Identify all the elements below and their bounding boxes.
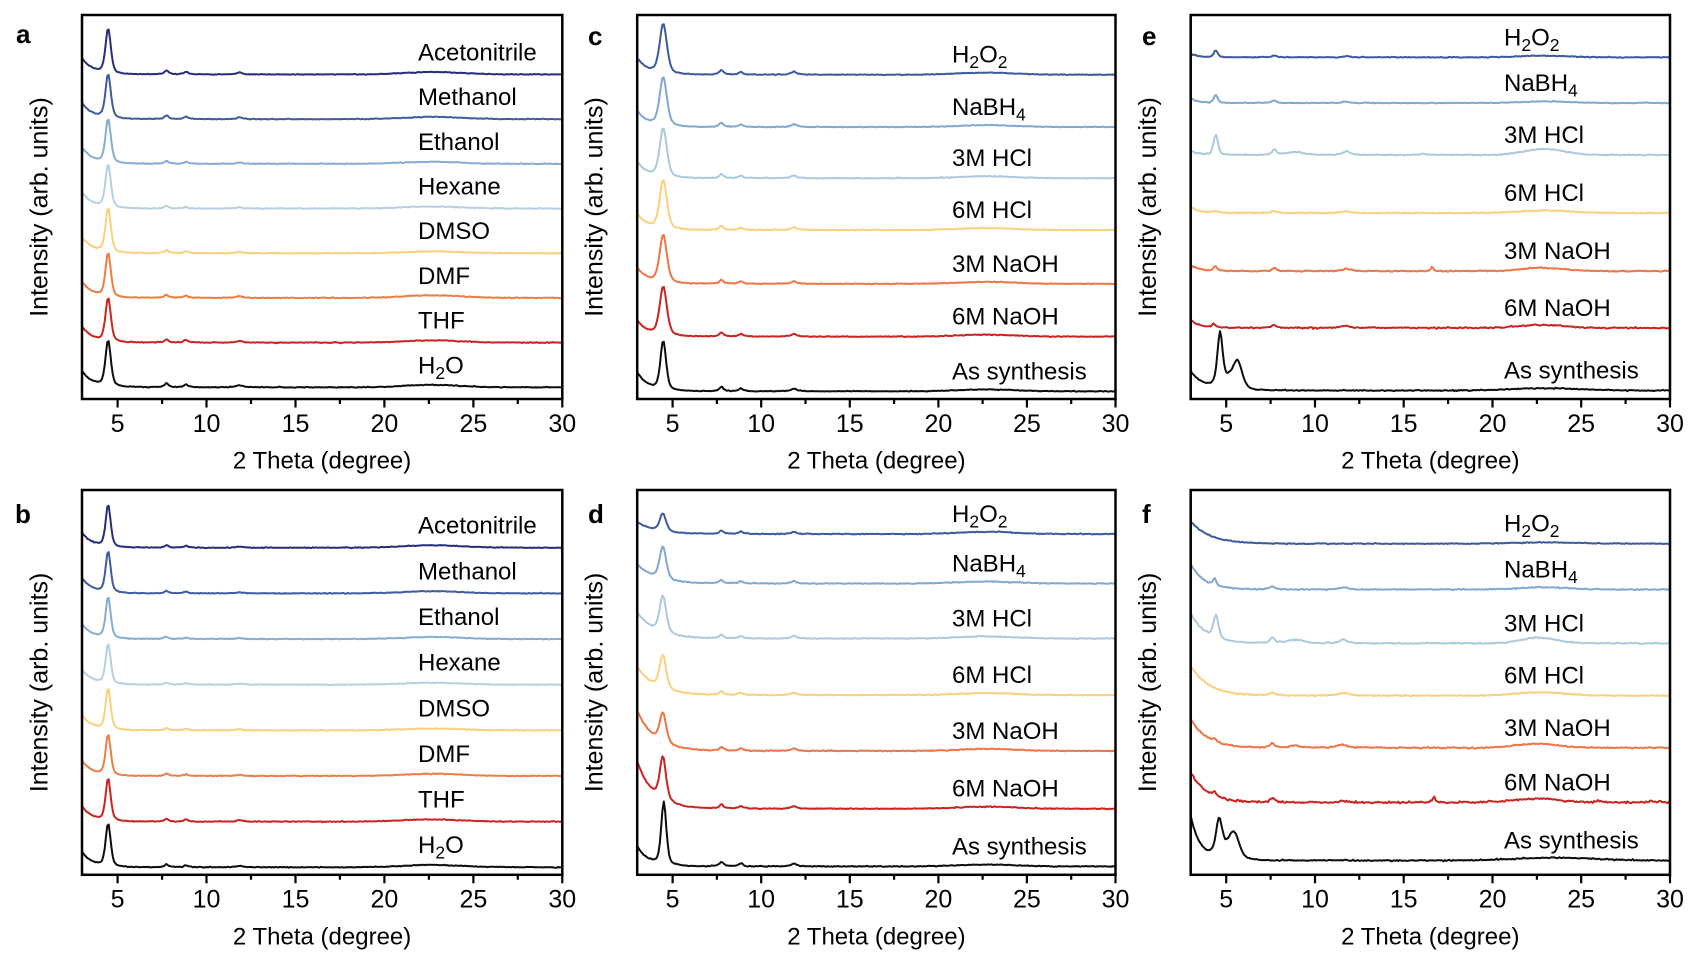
svg-text:NaBH4​: NaBH4​ <box>952 551 1026 582</box>
svg-text:As synthesis: As synthesis <box>952 358 1087 385</box>
svg-text:3M HCl: 3M HCl <box>952 145 1032 172</box>
svg-text:DMSO: DMSO <box>418 695 490 722</box>
svg-text:2 Theta (degree): 2 Theta (degree) <box>1341 923 1519 950</box>
svg-text:THF: THF <box>418 308 465 335</box>
svg-text:25: 25 <box>1567 410 1595 438</box>
svg-text:25: 25 <box>1013 886 1041 914</box>
svg-text:2 Theta (degree): 2 Theta (degree) <box>787 923 965 950</box>
svg-text:20: 20 <box>924 410 952 438</box>
svg-text:15: 15 <box>1390 886 1418 914</box>
svg-text:d: d <box>588 499 604 529</box>
svg-text:15: 15 <box>282 886 310 914</box>
svg-text:10: 10 <box>193 410 221 438</box>
svg-text:NaBH4​: NaBH4​ <box>1504 70 1578 101</box>
svg-text:15: 15 <box>836 410 864 438</box>
svg-text:6M HCl: 6M HCl <box>1504 180 1584 207</box>
svg-text:6M HCl: 6M HCl <box>952 197 1032 224</box>
svg-text:25: 25 <box>459 886 487 914</box>
svg-text:6M HCl: 6M HCl <box>1504 663 1584 690</box>
svg-text:5: 5 <box>666 410 680 438</box>
svg-text:20: 20 <box>370 410 398 438</box>
svg-text:10: 10 <box>747 886 775 914</box>
svg-text:DMSO: DMSO <box>418 218 490 245</box>
svg-text:e: e <box>1142 21 1156 51</box>
svg-text:a: a <box>16 19 31 49</box>
svg-text:Hexane: Hexane <box>418 174 501 201</box>
svg-text:H2​O2​: H2​O2​ <box>1504 24 1559 55</box>
svg-text:30: 30 <box>1656 410 1684 438</box>
svg-text:3M NaOH: 3M NaOH <box>1504 715 1611 742</box>
svg-text:Intensity (arb. units): Intensity (arb. units) <box>1134 573 1162 793</box>
svg-text:6M NaOH: 6M NaOH <box>952 776 1059 803</box>
svg-text:2 Theta (degree): 2 Theta (degree) <box>233 448 411 475</box>
svg-text:H2​O2​: H2​O2​ <box>1504 511 1559 542</box>
svg-text:5: 5 <box>111 886 125 914</box>
svg-text:Methanol: Methanol <box>418 84 517 111</box>
svg-text:Intensity (arb. units): Intensity (arb. units) <box>26 573 54 793</box>
svg-text:NaBH4​: NaBH4​ <box>952 94 1026 125</box>
svg-text:Ethanol: Ethanol <box>418 604 499 631</box>
svg-text:30: 30 <box>548 410 576 438</box>
svg-text:10: 10 <box>1301 410 1329 438</box>
svg-text:2 Theta (degree): 2 Theta (degree) <box>787 448 965 475</box>
svg-text:15: 15 <box>282 410 310 438</box>
svg-text:Intensity (arb. units): Intensity (arb. units) <box>1134 97 1162 317</box>
svg-text:30: 30 <box>1102 886 1130 914</box>
svg-text:15: 15 <box>1390 410 1418 438</box>
svg-text:2 Theta (degree): 2 Theta (degree) <box>233 923 411 950</box>
svg-text:2 Theta (degree): 2 Theta (degree) <box>1341 448 1519 475</box>
svg-text:30: 30 <box>1656 886 1684 914</box>
svg-text:H2​O: H2​O <box>418 832 464 863</box>
svg-text:20: 20 <box>1479 410 1507 438</box>
svg-text:20: 20 <box>370 886 398 914</box>
svg-text:NaBH4​: NaBH4​ <box>1504 557 1578 588</box>
svg-text:3M NaOH: 3M NaOH <box>1504 238 1611 265</box>
svg-text:10: 10 <box>193 886 221 914</box>
svg-text:Intensity (arb. units): Intensity (arb. units) <box>581 573 609 793</box>
svg-text:H2​O2​: H2​O2​ <box>952 42 1007 72</box>
svg-text:10: 10 <box>747 410 775 438</box>
svg-text:25: 25 <box>459 410 487 438</box>
svg-text:Hexane: Hexane <box>418 650 501 677</box>
svg-text:5: 5 <box>1219 410 1233 438</box>
svg-text:6M NaOH: 6M NaOH <box>1504 770 1611 797</box>
svg-text:30: 30 <box>548 886 576 914</box>
svg-text:Intensity (arb. units): Intensity (arb. units) <box>26 97 54 317</box>
svg-text:H2​O2​: H2​O2​ <box>952 501 1007 532</box>
svg-text:f: f <box>1142 499 1151 529</box>
svg-text:25: 25 <box>1013 410 1041 438</box>
svg-text:DMF: DMF <box>418 741 470 768</box>
svg-text:5: 5 <box>666 886 680 914</box>
svg-text:Acetonitrile: Acetonitrile <box>418 39 537 66</box>
svg-text:5: 5 <box>111 410 125 438</box>
svg-text:3M NaOH: 3M NaOH <box>952 718 1059 745</box>
svg-text:6M NaOH: 6M NaOH <box>1504 295 1611 322</box>
svg-text:10: 10 <box>1301 886 1329 914</box>
svg-text:3M NaOH: 3M NaOH <box>952 251 1059 278</box>
svg-text:Intensity (arb. units): Intensity (arb. units) <box>581 97 609 317</box>
svg-text:15: 15 <box>836 886 864 914</box>
svg-text:DMF: DMF <box>418 263 470 290</box>
svg-text:5: 5 <box>1219 886 1233 914</box>
svg-text:Acetonitrile: Acetonitrile <box>418 513 537 540</box>
svg-text:20: 20 <box>924 886 952 914</box>
svg-text:As synthesis: As synthesis <box>1504 828 1639 855</box>
svg-text:b: b <box>15 499 31 529</box>
svg-text:6M NaOH: 6M NaOH <box>952 304 1059 331</box>
svg-text:3M HCl: 3M HCl <box>1504 122 1584 149</box>
svg-text:6M HCl: 6M HCl <box>952 662 1032 689</box>
svg-text:As synthesis: As synthesis <box>1504 358 1639 385</box>
svg-text:THF: THF <box>418 787 465 814</box>
svg-text:30: 30 <box>1102 410 1130 438</box>
svg-text:Methanol: Methanol <box>418 558 517 585</box>
svg-text:3M HCl: 3M HCl <box>1504 610 1584 637</box>
svg-text:25: 25 <box>1567 886 1595 914</box>
svg-text:3M HCl: 3M HCl <box>952 606 1032 633</box>
svg-text:20: 20 <box>1479 886 1507 914</box>
svg-text:c: c <box>588 21 602 51</box>
svg-text:As synthesis: As synthesis <box>952 833 1087 860</box>
svg-text:H2​O: H2​O <box>418 352 464 383</box>
svg-text:Ethanol: Ethanol <box>418 129 499 156</box>
